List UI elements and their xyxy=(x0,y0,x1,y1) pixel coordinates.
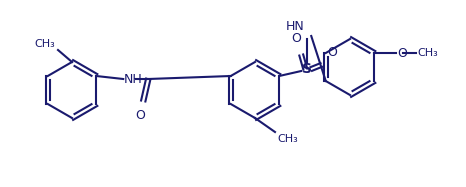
Text: O: O xyxy=(397,47,407,59)
Text: O: O xyxy=(135,109,145,122)
Text: HN: HN xyxy=(286,20,305,33)
Text: NH: NH xyxy=(124,73,143,85)
Text: CH₃: CH₃ xyxy=(34,39,55,49)
Text: O: O xyxy=(327,46,337,59)
Text: CH₃: CH₃ xyxy=(417,48,438,58)
Text: S: S xyxy=(302,62,312,76)
Text: O: O xyxy=(291,32,301,45)
Text: CH₃: CH₃ xyxy=(277,134,298,144)
